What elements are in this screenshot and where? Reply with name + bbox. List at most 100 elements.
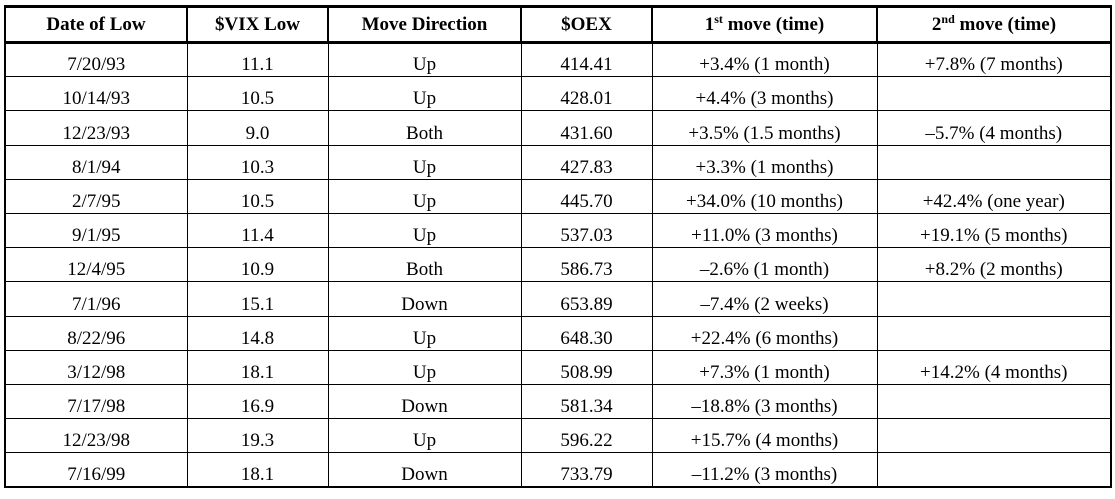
vix-low-cell: 10.3 <box>186 144 329 180</box>
vix-low-cell: 19.3 <box>186 418 329 454</box>
second-move-cell: +19.1% (5 months) <box>876 212 1112 249</box>
vix-low-cell: 14.8 <box>186 315 329 351</box>
move-direction-cell: Up <box>327 178 522 214</box>
move-direction-cell: Down <box>327 452 522 488</box>
move-direction-cell: Up <box>327 349 522 385</box>
vix-low-cell: 10.9 <box>186 247 329 283</box>
header-first-move: 1st move (time) <box>651 5 878 44</box>
table-row: 8/22/96 14.8 Up 648.30 +22.4% (6 months) <box>4 315 1112 351</box>
table-row: 12/23/93 9.0 Both 431.60 +3.5% (1.5 months) –… <box>4 110 1112 146</box>
date-of-low-cell: 2/7/95 <box>4 178 188 214</box>
date-of-low-cell: 12/23/93 <box>4 110 188 146</box>
move-direction-cell: Up <box>327 76 522 112</box>
oex-cell: 581.34 <box>520 383 653 420</box>
table-row: 12/4/95 10.9 Both 586.73 –2.6% (1 month) +8.2… <box>4 247 1112 283</box>
header-second-move: 2nd move (time) <box>876 5 1112 44</box>
second-move-cell: +8.2% (2 months) <box>876 247 1112 283</box>
table-row: 7/16/99 18.1 Down 733.79 –11.2% (3 months) <box>4 452 1112 488</box>
date-of-low-cell: 8/22/96 <box>4 315 188 351</box>
move-direction-cell: Down <box>327 281 522 317</box>
move-direction-cell: Both <box>327 110 522 146</box>
second-move-cell: –5.7% (4 months) <box>876 110 1112 146</box>
vix-low-cell: 16.9 <box>186 383 329 420</box>
date-of-low-cell: 8/1/94 <box>4 144 188 180</box>
move-direction-cell: Down <box>327 383 522 420</box>
date-of-low-cell: 9/1/95 <box>4 212 188 249</box>
second-move-cell <box>876 383 1112 420</box>
first-move-cell: +11.0% (3 months) <box>651 212 878 249</box>
first-move-cell: –18.8% (3 months) <box>651 383 878 420</box>
date-of-low-cell: 12/23/98 <box>4 418 188 454</box>
vix-low-cell: 10.5 <box>186 76 329 112</box>
table-row: 9/1/95 11.4 Up 537.03 +11.0% (3 months) +19.1… <box>4 212 1112 249</box>
oex-cell: 648.30 <box>520 315 653 351</box>
date-of-low-cell: 12/4/95 <box>4 247 188 283</box>
table-body: 7/20/93 11.1 Up 414.41 +3.4% (1 month) +7.8% … <box>4 41 1112 488</box>
first-move-cell: +15.7% (4 months) <box>651 418 878 454</box>
oex-cell: 427.83 <box>520 144 653 180</box>
oex-cell: 596.22 <box>520 418 653 454</box>
oex-cell: 428.01 <box>520 76 653 112</box>
header-date-of-low: Date of Low <box>4 5 188 44</box>
vix-low-cell: 9.0 <box>186 110 329 146</box>
move-direction-cell: Up <box>327 418 522 454</box>
second-move-cell <box>876 76 1112 112</box>
oex-cell: 537.03 <box>520 212 653 249</box>
table-row: 2/7/95 10.5 Up 445.70 +34.0% (10 months) +42.… <box>4 178 1112 214</box>
table-row: 3/12/98 18.1 Up 508.99 +7.3% (1 month) +14.2%… <box>4 349 1112 385</box>
date-of-low-cell: 7/20/93 <box>4 41 188 78</box>
second-move-cell: +14.2% (4 months) <box>876 349 1112 385</box>
first-move-cell: +22.4% (6 months) <box>651 315 878 351</box>
move-direction-cell: Up <box>327 212 522 249</box>
date-of-low-cell: 7/17/98 <box>4 383 188 420</box>
vix-low-cell: 18.1 <box>186 349 329 385</box>
move-direction-cell: Up <box>327 144 522 180</box>
oex-cell: 653.89 <box>520 281 653 317</box>
table-row: 8/1/94 10.3 Up 427.83 +3.3% (1 months) <box>4 144 1112 180</box>
vix-low-cell: 10.5 <box>186 178 329 214</box>
first-move-cell: +3.4% (1 month) <box>651 41 878 78</box>
date-of-low-cell: 10/14/93 <box>4 76 188 112</box>
oex-cell: 586.73 <box>520 247 653 283</box>
table-row: 7/20/93 11.1 Up 414.41 +3.4% (1 month) +7.8% … <box>4 41 1112 78</box>
first-move-cell: +7.3% (1 month) <box>651 349 878 385</box>
table-row: 7/17/98 16.9 Down 581.34 –18.8% (3 months) <box>4 383 1112 420</box>
second-move-cell: +7.8% (7 months) <box>876 41 1112 78</box>
table-row: 10/14/93 10.5 Up 428.01 +4.4% (3 months) <box>4 76 1112 112</box>
first-move-cell: +3.5% (1.5 months) <box>651 110 878 146</box>
date-of-low-cell: 7/16/99 <box>4 452 188 488</box>
oex-cell: 445.70 <box>520 178 653 214</box>
oex-cell: 733.79 <box>520 452 653 488</box>
header-row: Date of Low $VIX Low Move Direction $OEX… <box>4 5 1112 44</box>
vix-low-cell: 18.1 <box>186 452 329 488</box>
vix-low-table: Date of Low $VIX Low Move Direction $OEX… <box>4 5 1112 488</box>
table-header: Date of Low $VIX Low Move Direction $OEX… <box>4 5 1112 44</box>
first-move-cell: +3.3% (1 months) <box>651 144 878 180</box>
second-move-cell <box>876 281 1112 317</box>
first-move-cell: +34.0% (10 months) <box>651 178 878 214</box>
vix-low-cell: 15.1 <box>186 281 329 317</box>
oex-cell: 431.60 <box>520 110 653 146</box>
vix-low-cell: 11.1 <box>186 41 329 78</box>
move-direction-cell: Both <box>327 247 522 283</box>
header-move-direction: Move Direction <box>327 5 522 44</box>
oex-cell: 508.99 <box>520 349 653 385</box>
header-vix-low: $VIX Low <box>186 5 329 44</box>
second-move-cell <box>876 144 1112 180</box>
move-direction-cell: Up <box>327 315 522 351</box>
first-move-cell: –7.4% (2 weeks) <box>651 281 878 317</box>
first-move-cell: –11.2% (3 months) <box>651 452 878 488</box>
table-row: 12/23/98 19.3 Up 596.22 +15.7% (4 months) <box>4 418 1112 454</box>
first-move-cell: –2.6% (1 month) <box>651 247 878 283</box>
move-direction-cell: Up <box>327 41 522 78</box>
second-move-cell: +42.4% (one year) <box>876 178 1112 214</box>
first-move-cell: +4.4% (3 months) <box>651 76 878 112</box>
second-move-cell <box>876 418 1112 454</box>
vix-low-cell: 11.4 <box>186 212 329 249</box>
date-of-low-cell: 3/12/98 <box>4 349 188 385</box>
header-oex: $OEX <box>520 5 653 44</box>
date-of-low-cell: 7/1/96 <box>4 281 188 317</box>
second-move-cell <box>876 315 1112 351</box>
second-move-cell <box>876 452 1112 488</box>
